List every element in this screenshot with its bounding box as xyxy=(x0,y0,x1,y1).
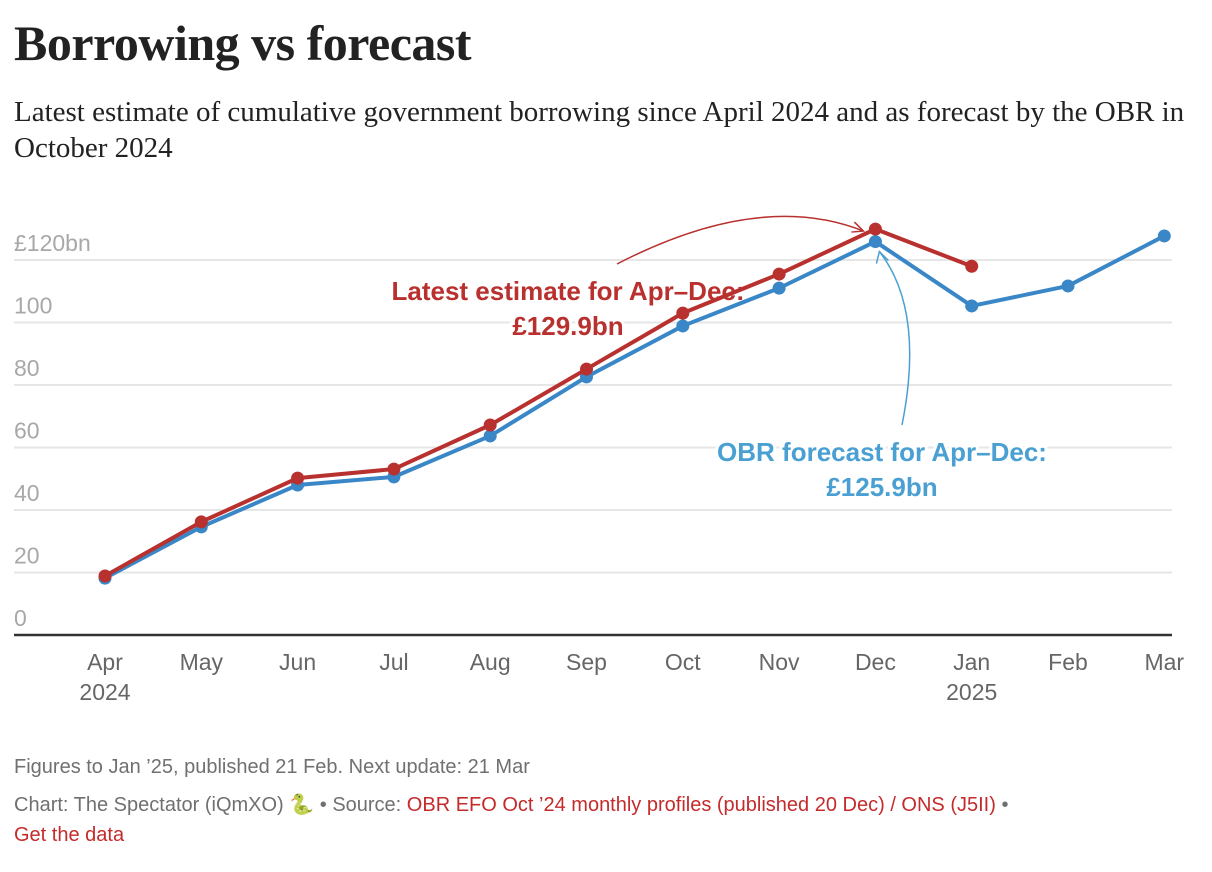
y-tick-label: 60 xyxy=(14,418,40,444)
credits-line: Chart: The Spectator (iQmXO) 🐍 • Source:… xyxy=(14,790,1194,850)
data-point xyxy=(772,267,786,281)
x-tick-label: Nov xyxy=(759,649,800,675)
data-point xyxy=(387,462,401,476)
series-latest-estimate xyxy=(98,222,979,583)
x-tick-label: May xyxy=(180,649,224,675)
y-tick-label: 100 xyxy=(14,293,52,319)
data-point xyxy=(772,281,786,295)
data-point xyxy=(1061,279,1075,293)
data-point xyxy=(483,418,497,432)
y-tick-label: 0 xyxy=(14,605,27,631)
x-tick-label: Sep xyxy=(566,649,607,675)
data-point xyxy=(868,235,882,249)
x-tick-label: Jul xyxy=(379,649,408,675)
snake-icon: 🐍 xyxy=(289,794,315,816)
x-tick-label: Apr xyxy=(87,649,123,675)
separator: • xyxy=(995,794,1009,816)
x-tick-label: Jun xyxy=(279,649,316,675)
x-tick-label: Oct xyxy=(665,649,701,675)
data-point xyxy=(1157,229,1171,243)
gridlines xyxy=(14,259,1172,574)
x-tick-sublabel: 2024 xyxy=(79,679,130,705)
arrowhead-icon xyxy=(851,221,866,233)
annotation-latest-value: £129.9bn xyxy=(512,311,623,341)
data-point xyxy=(194,515,208,529)
series-line xyxy=(104,227,973,578)
data-point xyxy=(676,306,690,320)
figures-note: Figures to Jan ’25, published 21 Feb. Ne… xyxy=(14,756,530,778)
y-tick-label: 40 xyxy=(14,480,40,506)
data-point xyxy=(98,569,112,583)
chart-notes: Figures to Jan ’25, published 21 Feb. Ne… xyxy=(14,752,1194,858)
data-point xyxy=(291,471,305,485)
source-label: Source: xyxy=(332,794,407,816)
y-tick-label: £120bn xyxy=(14,230,91,256)
data-point xyxy=(965,299,979,313)
x-tick-label: Aug xyxy=(470,649,511,675)
chart-credit: Chart: The Spectator (iQmXO) xyxy=(14,794,290,816)
x-tick-sublabel: 2025 xyxy=(946,679,997,705)
annotation-arrow-latest xyxy=(616,215,864,265)
annotations: Latest estimate for Apr–Dec: £129.9bn OBR … xyxy=(388,215,1050,505)
data-point xyxy=(676,319,690,333)
data-point xyxy=(580,362,593,376)
chart-subtitle: Latest estimate of cumulative government… xyxy=(14,96,1185,164)
annotation-obr-label: OBR forecast for Apr–Dec: xyxy=(717,437,1047,467)
y-tick-label: 80 xyxy=(14,355,40,381)
series-line xyxy=(104,234,1166,580)
chart-title: Borrowing vs forecast xyxy=(14,15,472,71)
x-tick-label: Dec xyxy=(855,649,896,675)
line-chart: 0 20 40 60 80 100 £120bn Apr 2024 May Jun Jul Aug Se… xyxy=(14,215,1184,705)
x-tick-label: Mar xyxy=(1144,649,1184,675)
get-the-data-link[interactable]: Get the data xyxy=(14,824,125,846)
annotation-obr-value: £125.9bn xyxy=(826,472,937,502)
arrowhead-icon xyxy=(875,250,889,264)
annotation-arrow-obr xyxy=(878,251,911,426)
x-axis-ticks: Apr 2024 May Jun Jul Aug Sep Oct Nov Dec Jan 2025 Fe… xyxy=(79,649,1184,705)
x-tick-label: Jan xyxy=(953,649,990,675)
annotation-latest-label: Latest estimate for Apr–Dec: xyxy=(391,276,744,306)
source-link[interactable]: OBR EFO Oct ’24 monthly profiles (publis… xyxy=(406,794,996,816)
y-axis-ticks: 0 20 40 60 80 100 £120bn xyxy=(14,230,91,631)
y-tick-label: 20 xyxy=(14,543,40,569)
data-point xyxy=(868,222,882,236)
series-group xyxy=(98,222,1171,585)
data-point xyxy=(483,429,497,443)
x-tick-label: Feb xyxy=(1048,649,1088,675)
separator: • xyxy=(314,794,333,816)
data-point xyxy=(965,259,979,273)
